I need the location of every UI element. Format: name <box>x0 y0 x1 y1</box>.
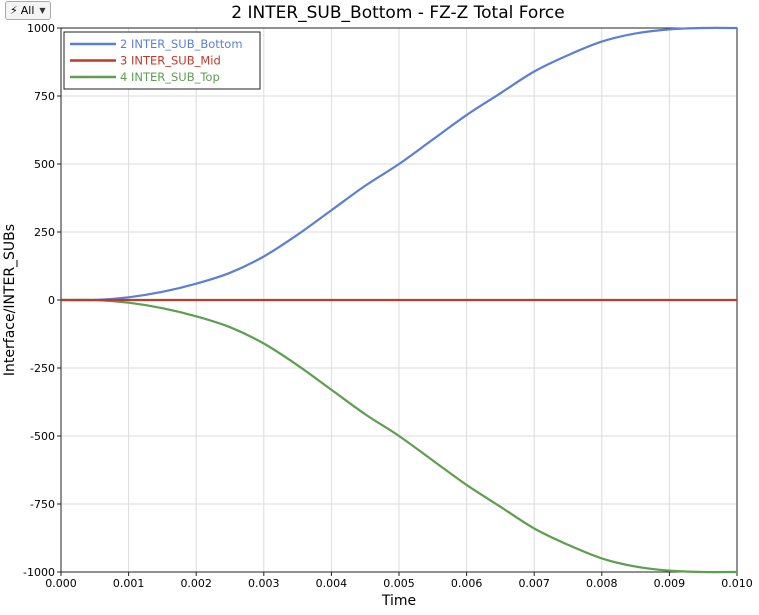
x-tick-label: 0.009 <box>654 577 686 590</box>
y-tick-label: 250 <box>34 226 55 239</box>
chevron-down-icon: ▼ <box>39 6 46 15</box>
series-lines <box>60 26 738 574</box>
x-tick-label: 0.007 <box>518 577 550 590</box>
x-tick-label: 0.010 <box>721 577 753 590</box>
y-tick-label: 0 <box>48 294 55 307</box>
x-tick-label: 0.005 <box>383 577 415 590</box>
x-tick-label: 0.008 <box>586 577 618 590</box>
filter-label: All <box>20 4 35 17</box>
x-tick-label: 0.001 <box>113 577 145 590</box>
x-axis: 0.000 0.001 0.002 0.003 0.004 0.005 0.006 0.007… <box>45 572 753 590</box>
x-tick-label: 0.004 <box>316 577 348 590</box>
chart-title: 2 INTER_SUB_Bottom - FZ-Z Total Force <box>231 3 565 23</box>
y-tick-label: 750 <box>34 90 55 103</box>
y-tick-label: -1000 <box>23 566 55 579</box>
legend-label-2-inter-sub-bottom: 2 INTER_SUB_Bottom <box>120 37 243 51</box>
legend: 2 INTER_SUB_Bottom 3 INTER_SUB_Mid 4 INTER… <box>63 31 261 90</box>
y-tick-label: 1000 <box>27 22 55 35</box>
y-axis: 1000 750 500 250 0 -250 -500 -750 -1000 <box>23 22 61 579</box>
x-tick-label: 0.000 <box>45 577 77 590</box>
x-tick-label: 0.006 <box>451 577 483 590</box>
x-axis-label: Time <box>381 593 416 609</box>
y-tick-label: -250 <box>30 362 55 375</box>
lightning-bolt-icon: ⚡ <box>10 4 18 17</box>
y-axis-label: Interface/INTER_SUBs <box>2 224 18 376</box>
y-tick-label: -750 <box>30 498 55 511</box>
y-tick-label: -500 <box>30 430 55 443</box>
legend-label-4-inter-sub-top: 4 INTER_SUB_Top <box>120 70 220 84</box>
filter-dropdown[interactable]: ⚡ All ▼ <box>5 1 51 20</box>
x-tick-label: 0.003 <box>248 577 280 590</box>
x-tick-label: 0.002 <box>180 577 212 590</box>
series-line-2-inter-sub-bottom <box>60 26 738 302</box>
y-tick-label: 500 <box>34 158 55 171</box>
series-line-4-inter-sub-top <box>60 298 738 574</box>
legend-label-3-inter-sub-mid: 3 INTER_SUB_Mid <box>120 54 221 68</box>
